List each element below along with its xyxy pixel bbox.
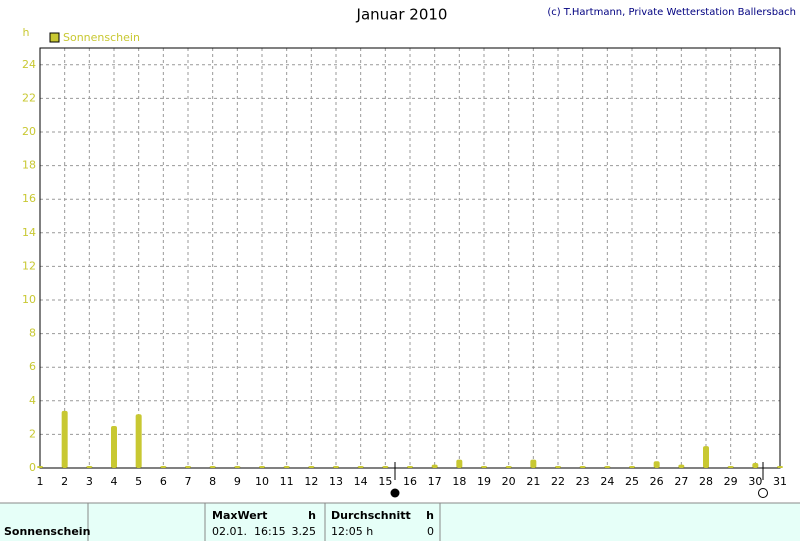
y-tick-label: 20 [22, 125, 36, 138]
y-axis-label: h [23, 26, 30, 39]
x-tick-label: 17 [428, 475, 442, 488]
x-tick-label: 1 [37, 475, 44, 488]
bar [185, 466, 191, 468]
bar [308, 466, 315, 468]
x-tick-label: 5 [135, 475, 142, 488]
col-header: MaxWert [212, 509, 267, 522]
y-tick-label: 10 [22, 293, 36, 306]
bar [283, 466, 290, 468]
bar [481, 466, 487, 468]
avg-time: 12:05 h [331, 525, 373, 538]
bar [579, 466, 586, 468]
bar [135, 414, 142, 468]
bar [209, 466, 216, 468]
bar [777, 466, 783, 468]
bar [727, 466, 734, 468]
x-tick-label: 13 [329, 475, 343, 488]
y-tick-label: 2 [29, 427, 36, 440]
bar [456, 459, 463, 468]
bar [37, 466, 43, 468]
x-tick-label: 6 [160, 475, 167, 488]
bar [431, 464, 438, 468]
bar [555, 466, 561, 468]
max-date: 02.01. 16:15 [212, 525, 286, 538]
new-moon-icon [390, 488, 400, 498]
bar [678, 464, 685, 468]
x-tick-label: 30 [748, 475, 762, 488]
bar [160, 466, 167, 468]
y-tick-label: 16 [22, 192, 36, 205]
x-tick-label: 2 [61, 475, 68, 488]
x-tick-label: 20 [502, 475, 516, 488]
bar [86, 466, 93, 468]
bar [604, 466, 611, 468]
legend-label: Sonnenschein [63, 31, 140, 44]
y-tick-label: 18 [22, 159, 36, 172]
x-tick-label: 10 [255, 475, 269, 488]
x-tick-label: 11 [280, 475, 294, 488]
col-header: Durchschnitt [331, 509, 411, 522]
x-tick-label: 12 [304, 475, 318, 488]
bar [629, 466, 635, 468]
x-tick-label: 27 [674, 475, 688, 488]
x-tick-label: 14 [354, 475, 368, 488]
bar [653, 461, 660, 468]
legend-swatch [49, 32, 60, 43]
bar [505, 466, 512, 468]
x-tick-label: 7 [185, 475, 192, 488]
x-tick-label: 9 [234, 475, 241, 488]
x-tick-label: 21 [526, 475, 540, 488]
y-tick-label: 4 [29, 394, 36, 407]
y-tick-label: 14 [22, 226, 36, 239]
bar [752, 462, 759, 468]
x-tick-label: 4 [111, 475, 118, 488]
bar [333, 466, 339, 468]
x-tick-label: 3 [86, 475, 93, 488]
y-tick-label: 0 [29, 461, 36, 474]
x-tick-label: 18 [452, 475, 466, 488]
x-tick-label: 26 [650, 475, 664, 488]
bar [234, 466, 241, 468]
bar [61, 410, 68, 468]
col-unit: h [308, 509, 316, 522]
y-tick-label: 8 [29, 327, 36, 340]
stats-panel [0, 503, 800, 541]
full-moon-icon [758, 488, 768, 498]
x-tick-label: 8 [209, 475, 216, 488]
y-tick-label: 6 [29, 360, 36, 373]
bar [530, 459, 537, 468]
max-value: 3.25 [292, 525, 317, 538]
x-tick-label: 25 [625, 475, 639, 488]
x-tick-label: 15 [378, 475, 392, 488]
x-tick-label: 31 [773, 475, 787, 488]
x-tick-label: 24 [600, 475, 614, 488]
y-tick-label: 22 [22, 91, 36, 104]
bar [407, 466, 413, 468]
avg-value: 0 [427, 525, 434, 538]
bar [259, 466, 265, 468]
col-unit: h [426, 509, 434, 522]
x-tick-label: 19 [477, 475, 491, 488]
x-tick-label: 23 [576, 475, 590, 488]
x-tick-label: 28 [699, 475, 713, 488]
bar [382, 466, 389, 468]
chart-title: Januar 2010 [356, 6, 448, 24]
bar [357, 466, 364, 468]
bar [703, 446, 709, 468]
x-tick-label: 16 [403, 475, 417, 488]
bar [111, 426, 117, 468]
y-tick-label: 24 [22, 58, 36, 71]
row-label: Sonnenschein [4, 525, 90, 538]
credit: (c) T.Hartmann, Private Wetterstation Ba… [547, 7, 796, 18]
x-tick-label: 22 [551, 475, 565, 488]
y-tick-label: 12 [22, 259, 36, 272]
x-tick-label: 29 [724, 475, 738, 488]
